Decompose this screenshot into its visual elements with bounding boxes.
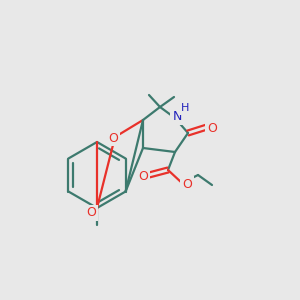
Text: O: O [138, 169, 148, 182]
Text: O: O [207, 122, 217, 134]
Text: O: O [86, 206, 96, 220]
Text: O: O [108, 131, 118, 145]
Text: O: O [182, 178, 192, 190]
Text: N: N [172, 110, 182, 124]
Text: H: H [181, 103, 189, 113]
